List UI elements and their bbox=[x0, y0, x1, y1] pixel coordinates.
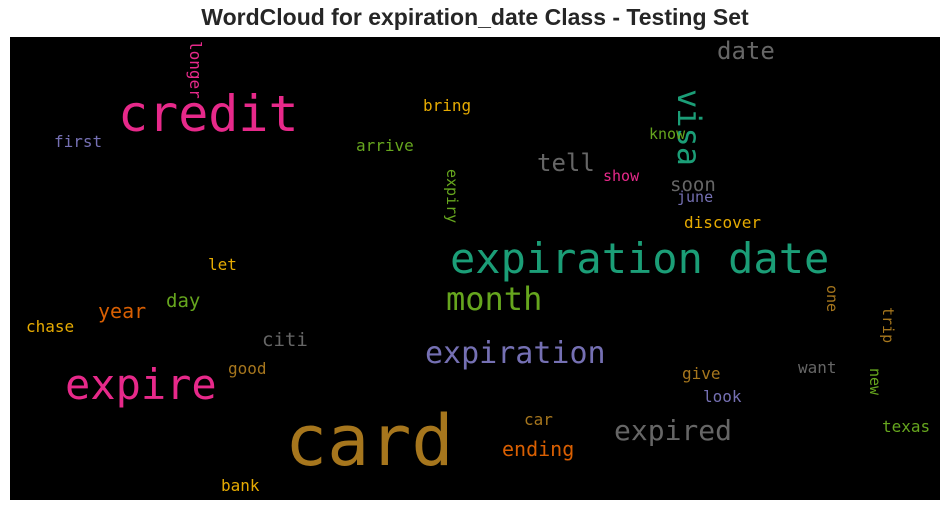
word-citi: citi bbox=[262, 329, 308, 351]
word-longer: longer bbox=[186, 41, 205, 99]
word-bring: bring bbox=[423, 96, 471, 115]
wordcloud-svg: card expiration date credit expire expiratio… bbox=[26, 37, 930, 495]
word-year: year bbox=[98, 299, 146, 323]
word-know: know bbox=[649, 125, 686, 143]
word-expiration: expiration bbox=[425, 336, 606, 371]
word-car: car bbox=[524, 410, 553, 429]
word-one: one bbox=[823, 285, 841, 312]
word-expire: expire bbox=[65, 360, 217, 409]
word-let: let bbox=[208, 255, 237, 274]
wordcloud-canvas: card expiration date credit expire expiratio… bbox=[10, 37, 940, 500]
word-soon: soon bbox=[670, 174, 716, 196]
word-month: month bbox=[446, 280, 542, 318]
word-day: day bbox=[166, 290, 200, 312]
word-discover: discover bbox=[684, 213, 761, 232]
chart-title: WordCloud for expiration_date Class - Te… bbox=[201, 4, 749, 30]
word-date: date bbox=[717, 37, 775, 65]
word-want: want bbox=[798, 358, 837, 377]
word-visa: visa bbox=[670, 89, 708, 166]
word-june: june bbox=[677, 188, 713, 206]
word-bank: bank bbox=[221, 476, 260, 495]
word-arrive: arrive bbox=[356, 136, 414, 155]
word-chase: chase bbox=[26, 317, 74, 336]
word-texas: texas bbox=[882, 417, 930, 436]
word-ending: ending bbox=[502, 437, 574, 461]
word-expiration-date: expiration date bbox=[450, 234, 829, 283]
word-first: first bbox=[54, 132, 102, 151]
word-look: look bbox=[703, 387, 742, 406]
word-expiry: expiry bbox=[443, 169, 461, 223]
word-new: new bbox=[866, 368, 884, 396]
word-show: show bbox=[603, 167, 640, 185]
word-card: card bbox=[285, 400, 454, 482]
word-trip: trip bbox=[879, 307, 897, 343]
word-tell: tell bbox=[537, 149, 595, 177]
word-give: give bbox=[682, 364, 721, 383]
word-credit: credit bbox=[118, 85, 299, 143]
word-expired: expired bbox=[614, 414, 732, 447]
word-good: good bbox=[228, 359, 267, 378]
